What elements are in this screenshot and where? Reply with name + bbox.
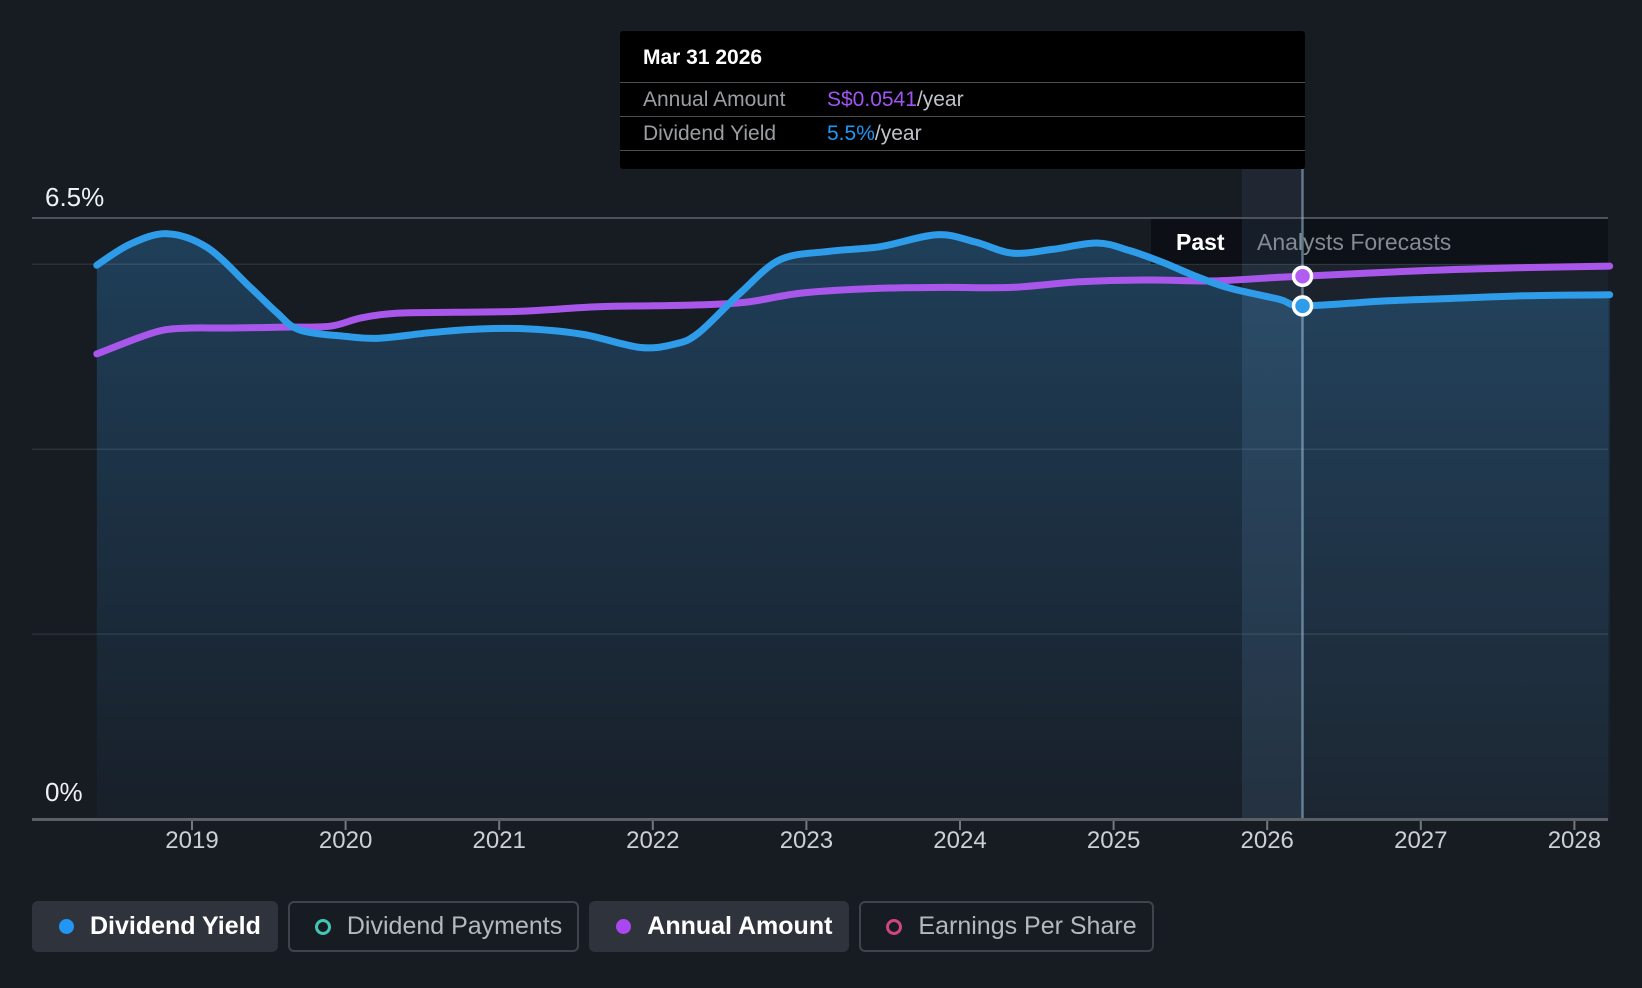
tooltip-row-dividend-yield: Dividend Yield 5.5%/year <box>620 117 1305 151</box>
x-axis-label-2022: 2022 <box>626 827 680 854</box>
tooltip-label: Dividend Yield <box>643 122 777 145</box>
series-legend: Dividend Yield Dividend Payments Annual … <box>32 901 1154 952</box>
forecast-section-label: Analysts Forecasts <box>1257 229 1452 255</box>
legend-chip-earnings-per-share[interactable]: Earnings Per Share <box>859 901 1154 952</box>
x-axis-label-2025: 2025 <box>1086 827 1141 854</box>
tooltip-label: Annual Amount <box>643 88 786 111</box>
dividend-payments-ring-icon <box>314 918 331 935</box>
dividend-yield-line[interactable] <box>93 230 1614 352</box>
x-axis-label-2027: 2027 <box>1394 827 1448 854</box>
earnings-per-share-ring-icon <box>886 918 903 935</box>
x-axis-label-2028: 2028 <box>1547 827 1602 854</box>
tooltip-value-suffix: /year <box>874 122 922 145</box>
legend-label: Earnings Per Share <box>918 912 1137 940</box>
chart-tooltip: Mar 31 2026 Annual Amount S$0.0541/year … <box>620 31 1305 169</box>
x-axis-label-2024: 2024 <box>933 827 987 854</box>
gridlines <box>32 263 1608 635</box>
tooltip-row-annual-amount: Annual Amount S$0.0541/year <box>620 83 1305 117</box>
tooltip-value-suffix: /year <box>916 88 964 111</box>
x-axis-label-2026: 2026 <box>1240 827 1294 854</box>
dividend-yield-dot-icon <box>59 919 74 934</box>
past-forecast-header-band <box>1151 219 1608 264</box>
legend-chip-dividend-payments[interactable]: Dividend Payments <box>287 901 580 952</box>
dividend-yield-marker[interactable] <box>1291 295 1314 317</box>
legend-chip-dividend-yield[interactable]: Dividend Yield <box>32 901 278 952</box>
past-section-label: Past <box>1176 229 1225 255</box>
x-axis-label-2023: 2023 <box>779 827 834 854</box>
legend-label: Dividend Payments <box>346 912 563 940</box>
y-axis-max-label: 6.5% <box>45 182 105 212</box>
tooltip-value: 5.5% <box>827 122 875 145</box>
dividend-yield-area-fill <box>96 233 1610 820</box>
y-axis-zero-label: 0% <box>45 777 83 807</box>
tooltip-value: S$0.0541 <box>827 88 917 111</box>
legend-label: Dividend Yield <box>90 912 261 940</box>
annual-amount-marker[interactable] <box>1291 265 1314 288</box>
x-axis-label-2021: 2021 <box>472 827 526 854</box>
tooltip-date: Mar 31 2026 <box>620 31 1305 83</box>
x-axis-label-2020: 2020 <box>318 827 373 854</box>
legend-label: Annual Amount <box>647 912 833 940</box>
hover-highlight-band <box>1242 169 1303 819</box>
x-axis-label-2019: 2019 <box>165 827 219 854</box>
legend-chip-annual-amount[interactable]: Annual Amount <box>589 901 850 952</box>
annual-amount-dot-icon <box>616 919 632 934</box>
x-axis-ticks <box>191 821 1576 830</box>
